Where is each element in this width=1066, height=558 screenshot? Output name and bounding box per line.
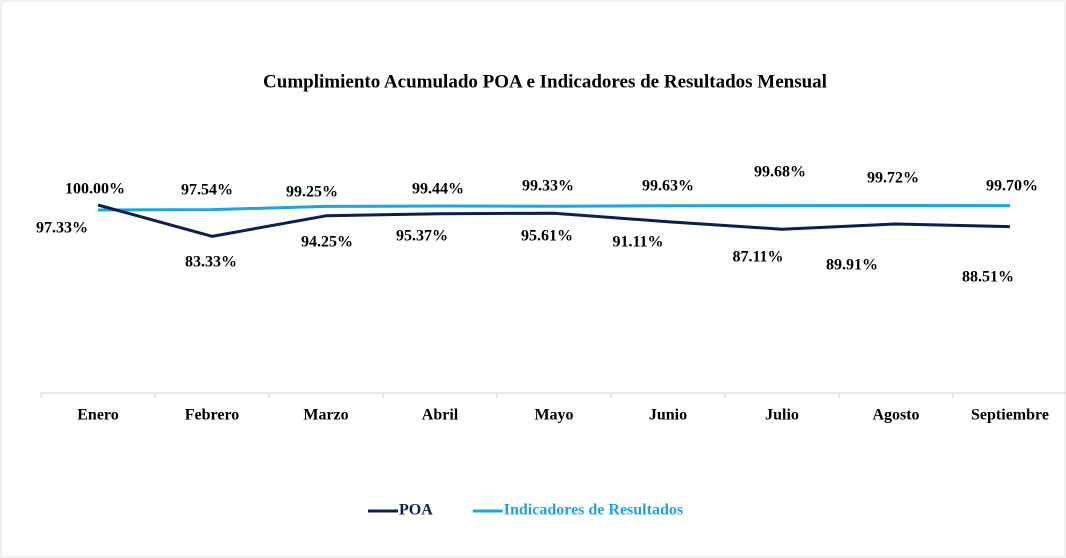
- chart-title: Cumplimiento Acumulado POA e Indicadores…: [263, 71, 827, 92]
- x-tick-label: Abril: [422, 407, 459, 424]
- x-tick-label: Mayo: [534, 407, 573, 424]
- legend-label: POA: [399, 502, 433, 519]
- x-tick-label: Febrero: [185, 407, 240, 424]
- data-label: 87.11%: [732, 249, 783, 266]
- x-tick-label: Junio: [649, 407, 687, 424]
- data-label: 95.37%: [396, 228, 448, 245]
- line-series: [97, 204, 1011, 212]
- data-label: 99.72%: [867, 170, 919, 187]
- line-series: [97, 203, 1011, 238]
- data-label: 97.54%: [181, 182, 233, 199]
- x-tick-label: Marzo: [303, 407, 348, 424]
- x-tick-label: Enero: [77, 407, 118, 424]
- data-label: 99.70%: [986, 178, 1038, 195]
- data-label: 99.25%: [286, 184, 338, 201]
- data-label: 99.63%: [642, 178, 694, 195]
- legend-label: Indicadores de Resultados: [504, 502, 683, 519]
- data-label: 83.33%: [185, 254, 237, 271]
- data-label: 89.91%: [826, 257, 878, 274]
- x-tick-label: Agosto: [872, 407, 919, 424]
- data-label: 99.68%: [754, 164, 806, 181]
- data-label: 100.00%: [65, 181, 125, 198]
- data-label: 91.11%: [612, 234, 663, 251]
- x-tick-label: Julio: [765, 407, 799, 424]
- data-label: 97.33%: [36, 220, 88, 237]
- x-tick-label: Septiembre: [971, 407, 1049, 424]
- data-label: 99.44%: [412, 181, 464, 198]
- data-label: 99.33%: [522, 178, 574, 195]
- data-label: 88.51%: [962, 269, 1014, 286]
- data-label: 94.25%: [301, 234, 353, 251]
- data-label: 95.61%: [521, 228, 573, 245]
